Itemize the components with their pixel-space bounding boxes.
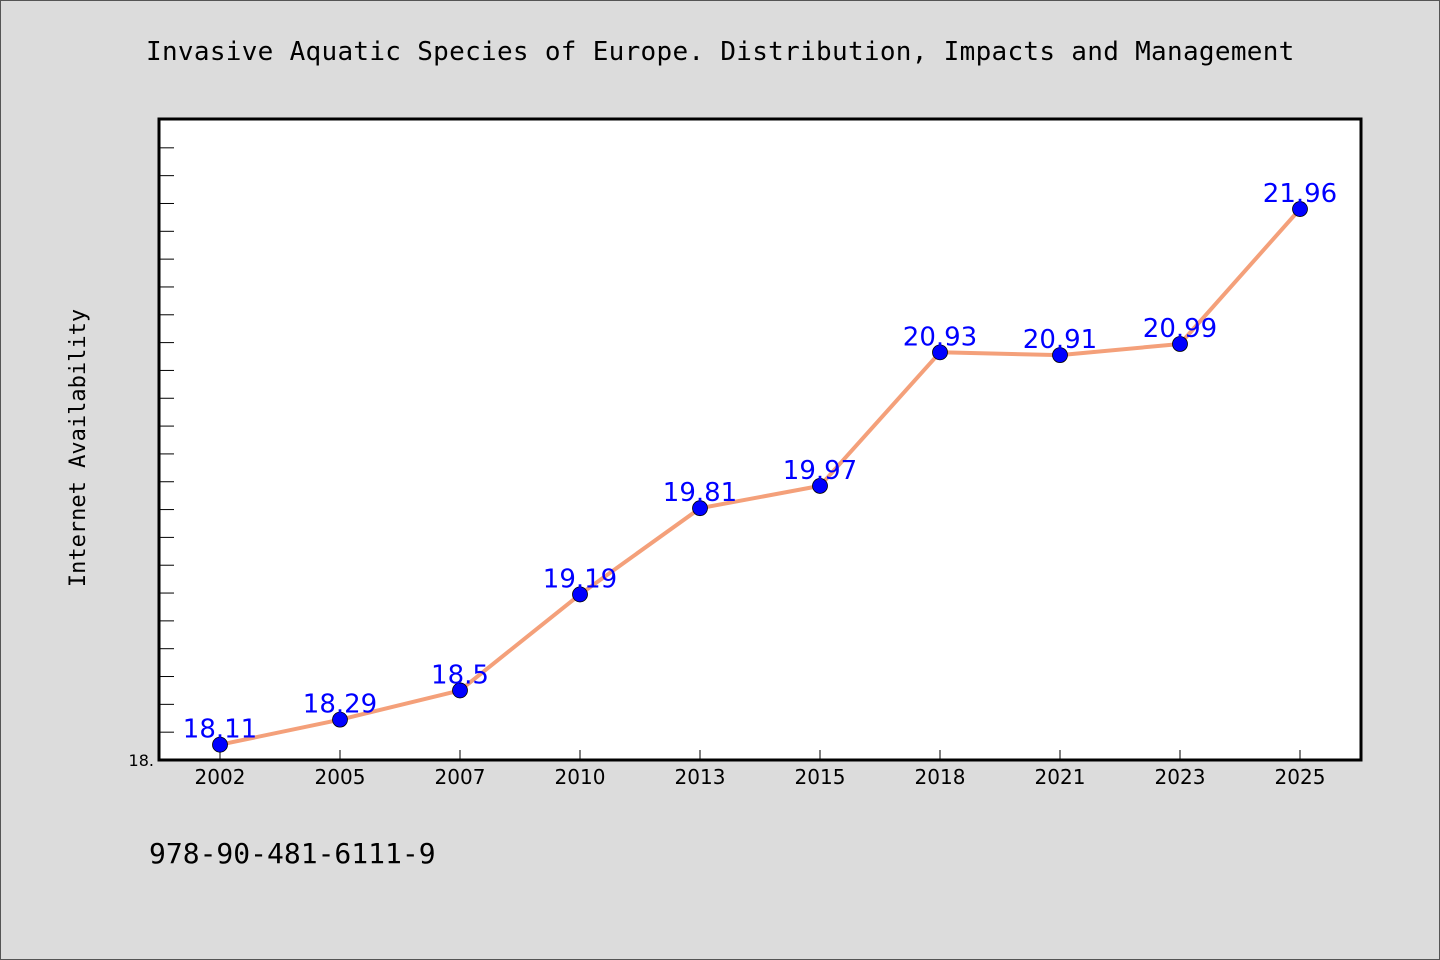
data-label: 20.93 [903, 322, 977, 352]
chart-title: Invasive Aquatic Species of Europe. Dist… [146, 37, 1295, 67]
data-label: 19.19 [543, 564, 617, 594]
data-point [1292, 201, 1308, 217]
y-axis-label: Internet Availability [66, 309, 91, 587]
x-tick-label: 2007 [435, 765, 486, 789]
data-point [932, 344, 948, 361]
data-label: 18.11 [183, 715, 257, 745]
x-tick-label: 2021 [1035, 765, 1086, 789]
x-tick-label: 2023 [1155, 765, 1206, 789]
data-label: 19.81 [663, 478, 737, 508]
x-tick-label: 2013 [675, 765, 726, 789]
x-tick-label: 2010 [555, 765, 606, 789]
data-point [812, 478, 828, 494]
x-tick-label: 2015 [795, 765, 846, 789]
x-axis-tick-labels: 2002 2005 2007 2010 2013 2015 2018 2021 2023 2025 [195, 765, 1326, 789]
x-tick-label: 2002 [195, 765, 246, 789]
x-axis-ticks [219, 750, 1301, 760]
isbn-label: 978-90-481-6111-9 [149, 837, 436, 870]
y-tick-label: 18. [129, 751, 154, 770]
data-point [332, 711, 348, 728]
data-label: 20.91 [1023, 325, 1097, 355]
data-label: 19.97 [783, 456, 857, 486]
x-tick-label: 2005 [315, 765, 366, 789]
series-line [219, 207, 1302, 747]
x-tick-label: 2018 [915, 765, 966, 789]
data-label: 18.5 [431, 660, 489, 690]
plot-area [157, 117, 1363, 762]
data-point [1052, 347, 1068, 364]
data-label: 21.96 [1263, 179, 1337, 209]
data-point [572, 586, 588, 603]
data-labels: 18.11 18.29 18.5 19.19 19.81 19.97 20.93 20.91 2… [183, 179, 1337, 745]
data-label: 20.99 [1143, 314, 1217, 344]
x-tick-label: 2025 [1275, 765, 1326, 789]
data-point [1172, 336, 1188, 352]
data-point [212, 736, 228, 753]
y-axis-ticks [160, 119, 174, 733]
data-point [452, 682, 468, 699]
series-markers [212, 201, 1308, 753]
data-point [692, 500, 708, 517]
data-label: 18.29 [303, 690, 377, 720]
